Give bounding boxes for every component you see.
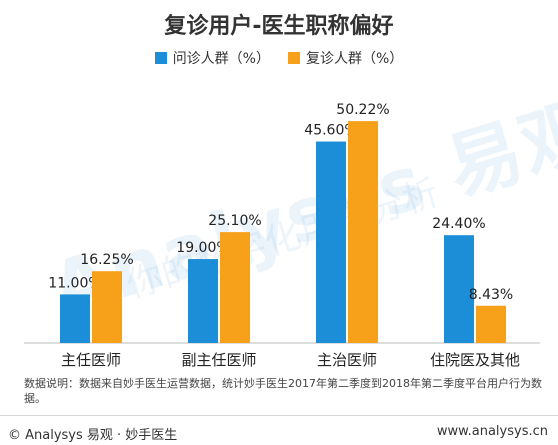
footer-divider xyxy=(0,415,558,416)
value-label-revisits-0: 16.25% xyxy=(80,252,133,268)
value-label-visits-0: 11.00% xyxy=(48,275,101,291)
bar-revisits-0 xyxy=(92,271,122,343)
chart-title: 复诊用户-医生职称偏好 xyxy=(164,14,394,39)
bar-visits-3 xyxy=(444,235,474,343)
x-tick-label-0: 主任医师 xyxy=(61,351,121,369)
bar-revisits-3 xyxy=(476,305,506,343)
bar-visits-2 xyxy=(316,141,346,343)
bar-revisits-1 xyxy=(220,232,250,343)
footer-url: www.analysys.cn xyxy=(436,424,548,439)
value-label-visits-1: 19.00% xyxy=(176,240,229,256)
value-label-visits-2: 45.60% xyxy=(304,123,357,139)
bar-visits-0 xyxy=(60,294,90,343)
data-note: 数据说明：数据来自妙手医生运营数据，统计妙手医生2017年第二季度到2018年第… xyxy=(24,377,542,405)
value-label-revisits-3: 8.43% xyxy=(469,287,513,303)
legend-swatch-visits xyxy=(154,52,167,64)
legend-item-visits: 问诊人群（%） xyxy=(154,48,270,68)
legend: 问诊人群（%） 复诊人群（%） xyxy=(0,48,558,68)
value-label-revisits-2: 50.22% xyxy=(336,102,389,118)
legend-label-revisits: 复诊人群（%） xyxy=(306,51,404,67)
value-label-visits-3: 24.40% xyxy=(432,216,485,232)
legend-label-visits: 问诊人群（%） xyxy=(172,51,270,67)
x-tick-label-3: 住院医及其他 xyxy=(430,351,520,369)
legend-item-revisits: 复诊人群（%） xyxy=(288,48,403,68)
bar-revisits-2 xyxy=(348,121,378,343)
footer-brand: © Analysys 易观 · 妙手医生 xyxy=(8,428,178,443)
x-tick-label-2: 主治医师 xyxy=(317,351,377,369)
x-tick-label-1: 副主任医师 xyxy=(181,351,256,369)
legend-swatch-revisits xyxy=(288,52,300,64)
bar-visits-1 xyxy=(188,259,218,343)
value-label-revisits-1: 25.10% xyxy=(208,213,261,229)
